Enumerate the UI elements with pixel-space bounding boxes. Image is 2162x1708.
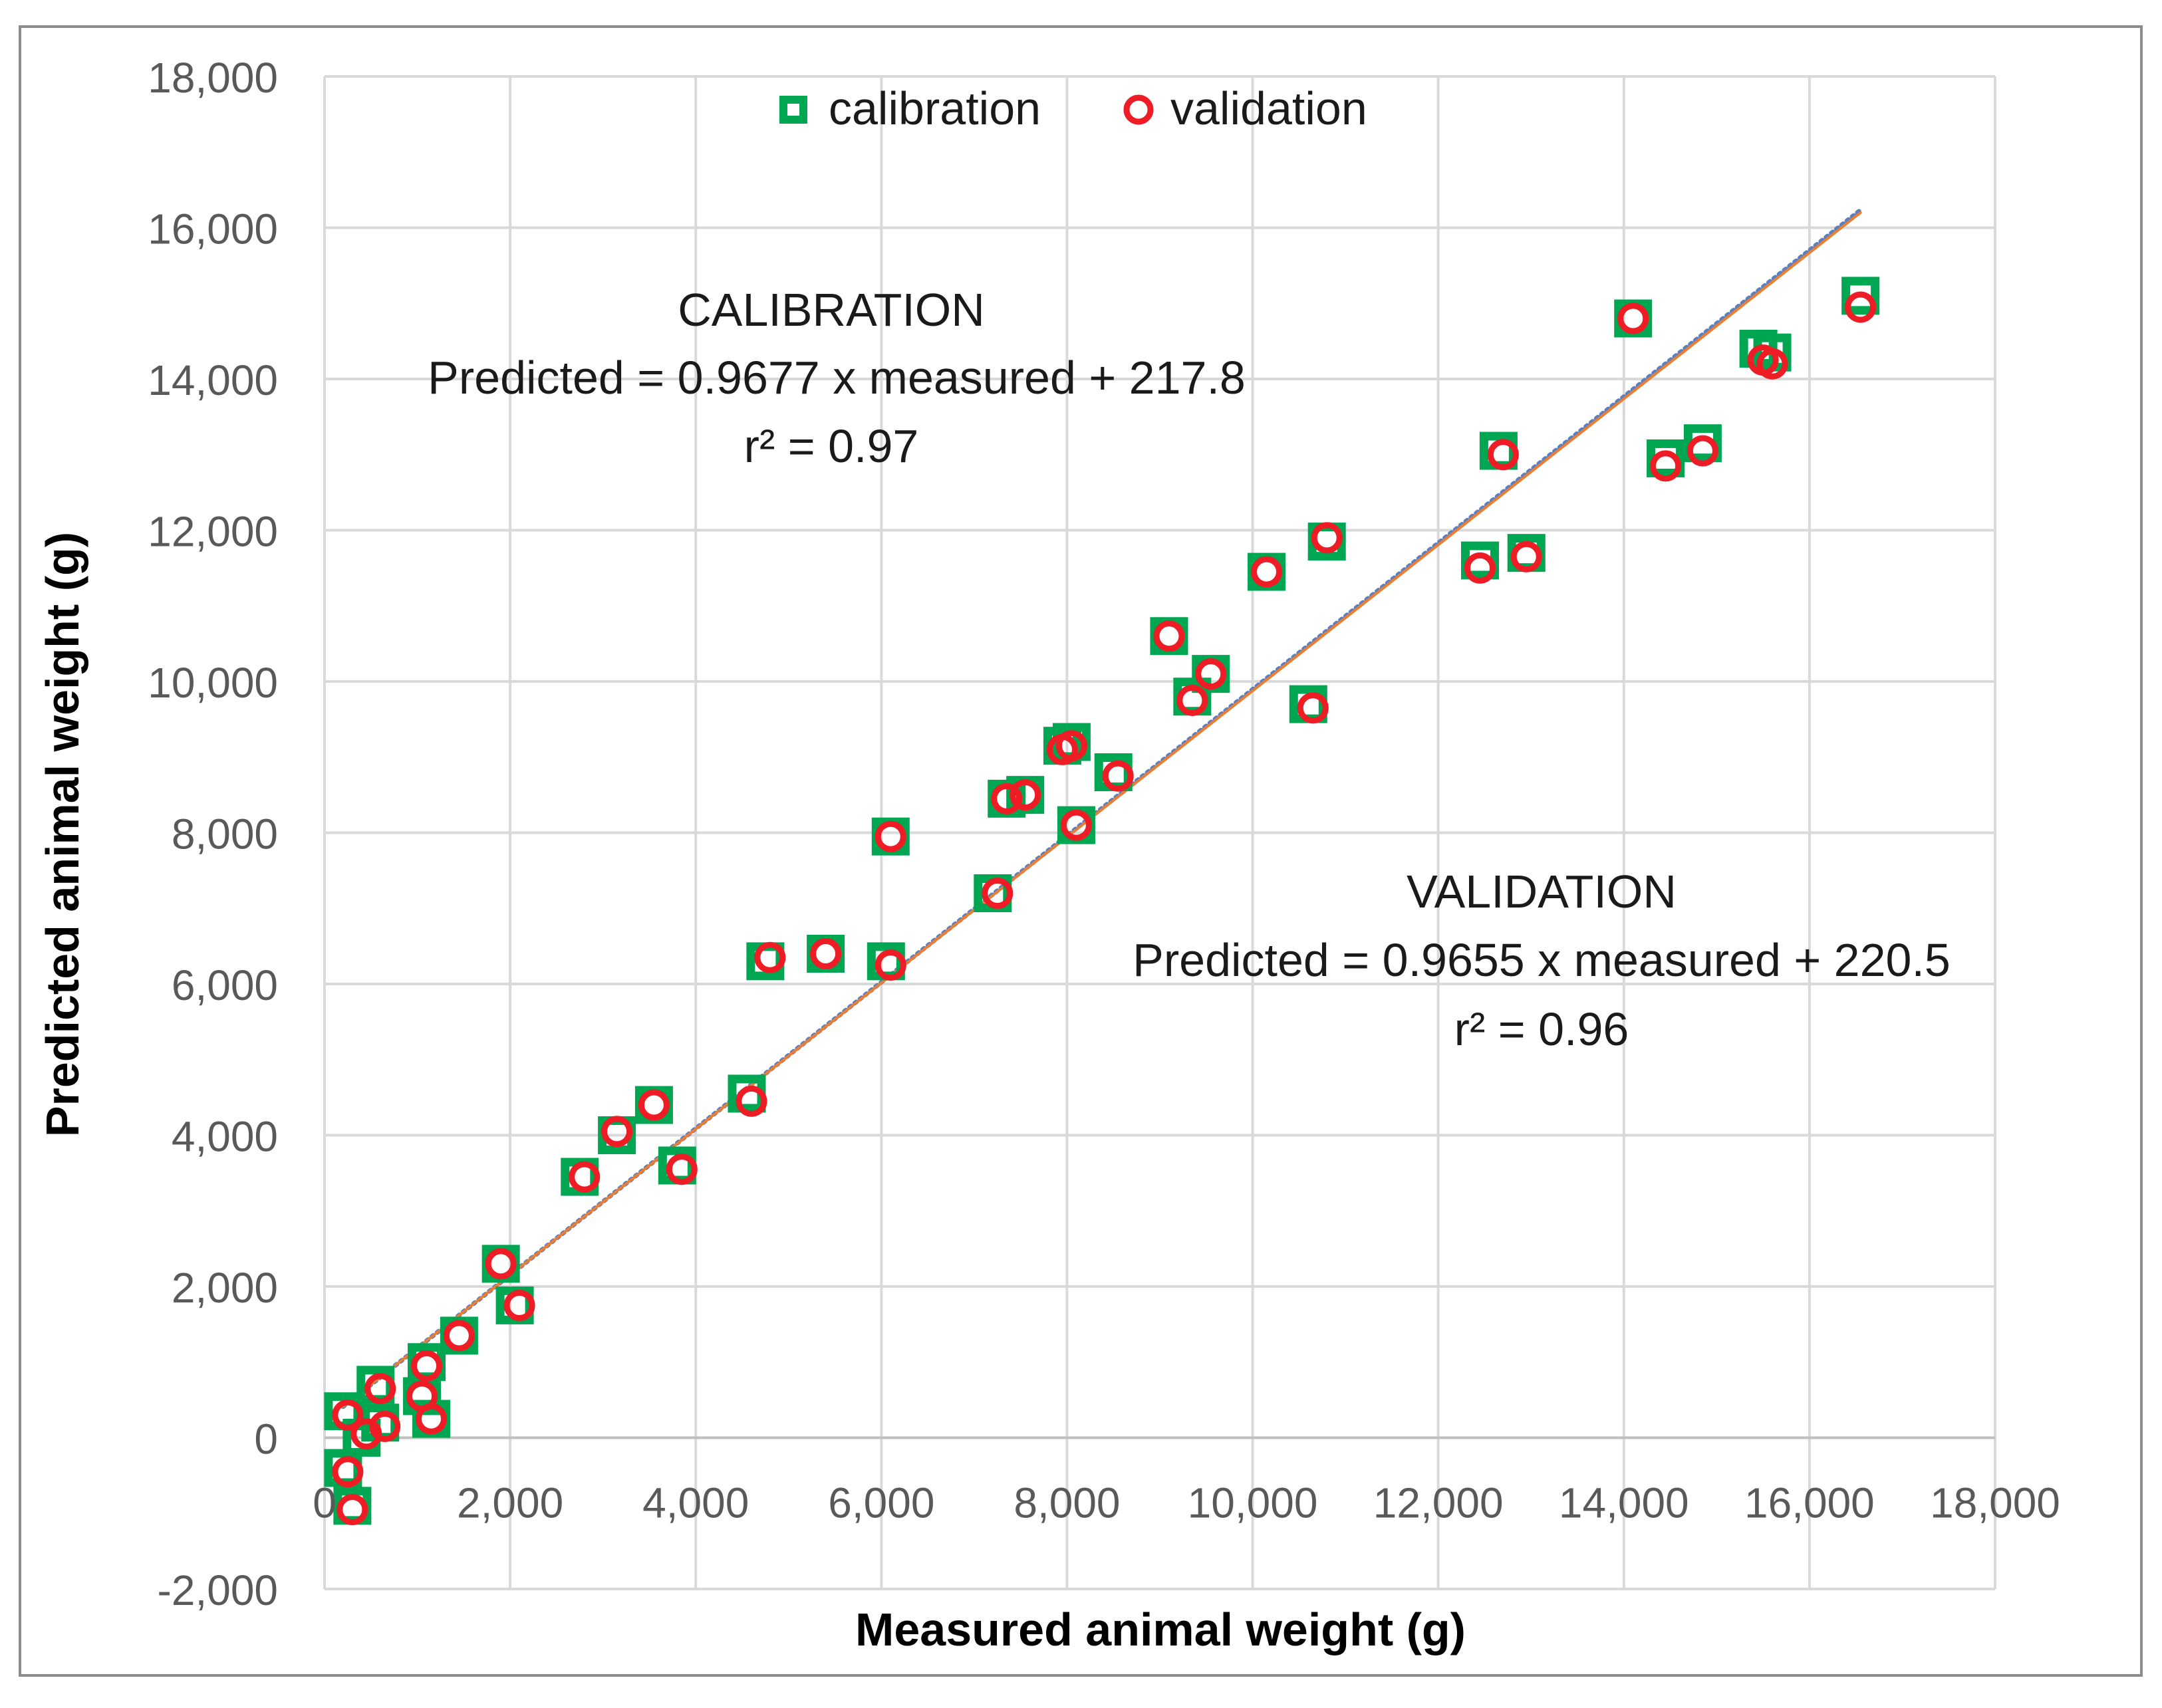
validation-equation: Predicted = 0.9655 x measured + 220.5 xyxy=(1133,934,1951,986)
validation-point xyxy=(1617,303,1649,334)
tick-labels: -2,000 0 2,000 4,000 6,000 8,000 10,000 12,000 1… xyxy=(148,54,2060,1614)
y-tick-label: 16,000 xyxy=(148,205,278,253)
y-tick-label: -2,000 xyxy=(158,1566,278,1614)
validation-point xyxy=(569,1161,601,1193)
calibration-point xyxy=(1647,439,1685,477)
legend-validation-label: validation xyxy=(1170,82,1367,134)
y-tick-label: 12,000 xyxy=(148,508,278,556)
y-tick-label: 8,000 xyxy=(172,810,278,858)
validation-point xyxy=(369,1410,401,1442)
validation-r2: r² = 0.96 xyxy=(1454,1003,1629,1055)
grid-layer xyxy=(323,75,1996,1590)
validation-point xyxy=(1176,684,1208,716)
validation-point xyxy=(736,1085,767,1117)
x-tick-label: 14,000 xyxy=(1559,1479,1689,1527)
x-tick-label: 2,000 xyxy=(457,1479,563,1527)
x-tick-label: 6,000 xyxy=(828,1479,934,1527)
legend-calibration-label: calibration xyxy=(829,82,1041,134)
calibration-equation: Predicted = 0.9677 x measured + 217.8 xyxy=(428,352,1246,404)
validation-point xyxy=(332,1399,364,1431)
legend-validation-marker xyxy=(1123,94,1154,125)
validation-point xyxy=(1464,552,1496,584)
validation-point xyxy=(415,1403,447,1435)
calibration-point xyxy=(1841,277,1880,315)
y-tick-label: 6,000 xyxy=(172,961,278,1009)
validation-point xyxy=(875,820,906,852)
calibration-annotation: CALIBRATION Predicted = 0.9677 x measure… xyxy=(428,284,1246,472)
validation-point xyxy=(1153,620,1185,652)
validation-point xyxy=(411,1350,443,1382)
x-tick-label: 18,000 xyxy=(1930,1479,2060,1527)
y-tick-label: 2,000 xyxy=(172,1264,278,1312)
validation-point xyxy=(364,1373,396,1405)
validation-point xyxy=(1297,692,1329,724)
validation-annotation: VALIDATION Predicted = 0.9655 x measured… xyxy=(1133,866,1951,1055)
validation-point xyxy=(485,1248,517,1280)
validation-point xyxy=(1055,730,1087,762)
validation-point xyxy=(982,878,1013,909)
fit-lines xyxy=(340,207,1863,1409)
validation-point xyxy=(601,1116,633,1148)
calibration-r2: r² = 0.97 xyxy=(744,420,919,472)
x-tick-label: 10,000 xyxy=(1188,1479,1318,1527)
validation-point xyxy=(1195,658,1227,690)
validation-point xyxy=(1487,439,1519,471)
legend-calibration-marker xyxy=(779,96,807,124)
validation-point xyxy=(443,1320,475,1352)
validation-point xyxy=(1845,291,1877,323)
x-tick-label: 8,000 xyxy=(1013,1479,1120,1527)
validation-point xyxy=(1756,348,1788,380)
validation-point xyxy=(1311,522,1343,554)
validation-point xyxy=(810,938,842,969)
y-tick-label: 14,000 xyxy=(148,356,278,404)
x-axis-label: Measured animal weight (g) xyxy=(855,1604,1466,1655)
validation-point xyxy=(1650,450,1682,482)
calibration-point xyxy=(1460,541,1499,580)
validation-point xyxy=(991,783,1023,814)
validation-point xyxy=(1250,556,1282,588)
x-tick-label: 12,000 xyxy=(1373,1479,1504,1527)
validation-point xyxy=(666,1154,698,1185)
validation-point xyxy=(638,1089,670,1121)
validation-point xyxy=(1010,779,1041,811)
validation-title: VALIDATION xyxy=(1407,866,1677,917)
validation-point xyxy=(337,1494,368,1526)
validation-fit-line xyxy=(341,211,1862,1408)
y-tick-label: 10,000 xyxy=(148,659,278,707)
data-markers xyxy=(324,277,1880,1526)
x-tick-label: 16,000 xyxy=(1744,1479,1875,1527)
validation-point xyxy=(350,1418,382,1450)
validation-point xyxy=(1102,760,1134,792)
x-tick-label: 4,000 xyxy=(642,1479,749,1527)
validation-point xyxy=(875,949,906,981)
legend: calibration validation xyxy=(779,82,1367,134)
y-tick-label: 18,000 xyxy=(148,54,278,102)
y-axis-label: Predicted animal weight (g) xyxy=(37,532,88,1137)
validation-point xyxy=(503,1289,535,1321)
y-tick-label: 4,000 xyxy=(172,1113,278,1161)
x-tick-label: 0 xyxy=(313,1479,337,1527)
calibration-title: CALIBRATION xyxy=(678,284,985,336)
validation-point xyxy=(1687,435,1718,467)
calibration-point xyxy=(1683,424,1722,463)
y-tick-label: 0 xyxy=(254,1415,278,1463)
validation-point xyxy=(1510,541,1542,572)
validation-point xyxy=(754,941,786,973)
validation-point xyxy=(332,1456,364,1488)
validation-point xyxy=(1060,809,1092,841)
